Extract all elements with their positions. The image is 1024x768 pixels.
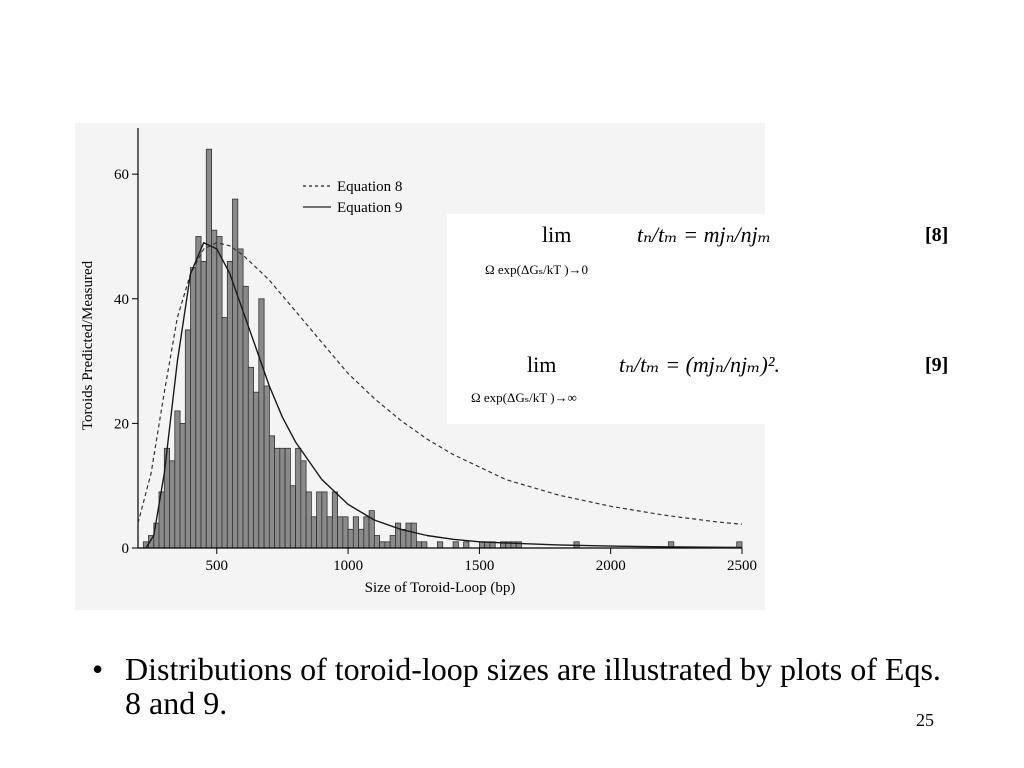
histogram-bar: [405, 522, 412, 549]
histogram-bar: [368, 510, 375, 549]
histogram-bar: [352, 516, 359, 549]
y-tick-label: 0: [122, 541, 130, 557]
bullet-marker: •: [92, 651, 104, 687]
histogram-bar: [452, 541, 459, 549]
x-tick-label: 1500: [464, 558, 494, 574]
histogram-bar: [195, 236, 202, 549]
page-number: 25: [916, 710, 934, 730]
histogram-bar: [400, 528, 407, 549]
histogram-bar: [358, 528, 365, 549]
histogram-bar: [268, 435, 276, 549]
histogram-bar: [247, 366, 255, 549]
histogram-bar: [295, 447, 302, 549]
x-tick-label: 1000: [333, 558, 363, 574]
equation-9-limit-condition: Ω exp(ΔGₛ/kT )→∞: [471, 390, 577, 405]
x-tick-label: 500: [206, 558, 229, 574]
histogram-bar: [347, 528, 354, 549]
y-tick-label: 40: [114, 292, 129, 308]
histogram-bar: [232, 198, 239, 549]
x-tick-label: 2000: [596, 558, 626, 574]
equation-8-expression: tₙ/tₘ = mjₙ/njₘ: [637, 222, 772, 247]
histogram-bar: [410, 522, 417, 549]
equation-9-tag: [9]: [925, 354, 949, 376]
histogram-bar: [190, 267, 197, 549]
histogram-bar: [174, 410, 181, 549]
histogram-bar: [436, 541, 444, 549]
histogram-bar: [421, 541, 428, 549]
histogram-bar: [274, 447, 281, 549]
histogram-bar: [389, 535, 396, 549]
histogram-bar: [384, 541, 391, 549]
histogram-bar: [279, 447, 286, 549]
equation-8-tag: [8]: [925, 224, 949, 246]
histogram-bar: [216, 236, 223, 549]
histogram-bar: [226, 260, 234, 549]
histogram-bar: [221, 317, 228, 549]
histogram-bar: [258, 298, 265, 549]
histogram-bar: [326, 516, 333, 549]
histogram-bar: [169, 460, 176, 549]
equations-box: lim tₙ/tₘ = mjₙ/njₘ Ω exp(ΔGₛ/kT )→0 [8]…: [447, 214, 967, 424]
histogram-bar: [373, 535, 380, 549]
equation-8-limit-condition: Ω exp(ΔGₛ/kT )→0: [485, 262, 589, 277]
equation-8-lim: lim: [542, 222, 572, 247]
histogram-bar: [179, 422, 186, 549]
histogram-bar: [184, 329, 192, 549]
histogram-bar: [263, 385, 270, 549]
bullet-text: Distributions of toroid-loop sizes are i…: [125, 651, 941, 721]
histogram-bar: [478, 541, 486, 549]
legend-label: Equation 9: [337, 200, 402, 216]
y-tick-label: 20: [114, 416, 129, 432]
histogram-bar: [305, 491, 312, 549]
histogram-bar: [284, 447, 291, 549]
equation-9-curve: [145, 241, 743, 549]
histogram-bar: [394, 522, 402, 549]
histogram-chart: 0 20 40 60 500 1000 1500 2000 2500 Size of Toroid…: [80, 128, 757, 596]
histogram-bar: [211, 229, 218, 549]
x-axis-label: Size of Toroid-Loop (bp): [365, 580, 516, 596]
histogram-bar: [415, 541, 423, 549]
equation-9-expression: tₙ/tₘ = (mjₙ/njₘ)².: [619, 352, 780, 377]
histogram-bar: [363, 516, 370, 549]
histogram-bar: [205, 148, 213, 549]
histogram-bar: [379, 541, 386, 549]
y-axis-label: Toroids Predicted/Measured: [80, 260, 96, 430]
histogram-bar: [337, 516, 344, 549]
x-tick-label: 2500: [727, 558, 757, 574]
histogram-bar: [237, 248, 244, 549]
histogram-bar: [200, 260, 207, 549]
histogram-bar: [342, 516, 349, 549]
legend-label: Equation 8: [337, 179, 402, 195]
histogram-bar: [316, 491, 323, 549]
y-tick-label: 60: [114, 167, 129, 183]
histogram-bar: [321, 491, 328, 549]
equation-9-lim: lim: [527, 352, 557, 377]
histogram-bar: [289, 485, 297, 549]
histogram-bar: [300, 460, 307, 549]
histogram-bar: [463, 541, 470, 549]
histogram-bar: [253, 391, 260, 549]
histogram-bar: [331, 491, 338, 549]
histogram-bar: [310, 516, 318, 549]
